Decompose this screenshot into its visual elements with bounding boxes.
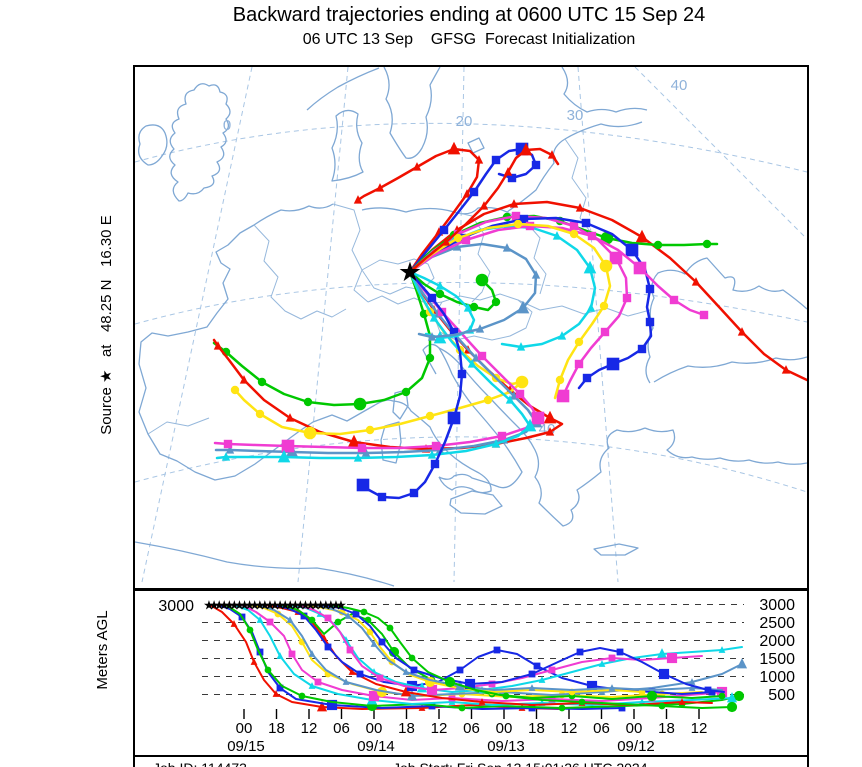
- svg-text:12: 12: [301, 720, 318, 737]
- svg-text:★: ★: [239, 598, 251, 613]
- svg-text:1000: 1000: [759, 669, 795, 686]
- svg-text:09/14: 09/14: [357, 738, 395, 755]
- time-axis: 00 18 12 06 00 18 12 06 00 18 12 06 00 18 12 09/15 09/14…: [227, 714, 708, 755]
- svg-text:★: ★: [335, 598, 347, 613]
- svg-text:00: 00: [236, 720, 253, 737]
- svg-text:1500: 1500: [759, 651, 795, 668]
- svg-text:00: 00: [626, 720, 643, 737]
- time-axis-panel: 00 18 12 06 00 18 12 06 00 18 12 06 00 18 12 09/15 09/14…: [133, 714, 809, 755]
- svg-text:★: ★: [223, 598, 235, 613]
- job-start-text: Job Start: Fri Sep 13 15:01:26 UTC 2024: [393, 760, 647, 767]
- svg-text:★: ★: [264, 598, 276, 613]
- svg-text:★: ★: [244, 598, 256, 613]
- svg-text:06: 06: [593, 720, 610, 737]
- svg-text:00: 00: [496, 720, 513, 737]
- svg-text:★: ★: [315, 598, 327, 613]
- svg-text:★: ★: [295, 598, 307, 613]
- svg-text:09/12: 09/12: [617, 738, 655, 755]
- height-profile-panel: ★ ★ ★ ★ ★ ★ ★ ★ ★ ★ ★ ★ ★ ★ ★ ★ ★ ★ ★ ★ ★ ★ ★ ★ ★ ★ ★ 3000 3000 2500 2…: [133, 589, 809, 716]
- svg-text:20: 20: [456, 113, 473, 130]
- svg-text:09/15: 09/15: [227, 738, 265, 755]
- svg-text:★: ★: [269, 598, 281, 613]
- svg-text:★: ★: [203, 598, 215, 613]
- svg-text:★: ★: [213, 598, 225, 613]
- svg-text:★: ★: [218, 598, 230, 613]
- plot-subtitle: 06 UTC 13 Sep GFSG Forecast Initializati…: [302, 31, 636, 48]
- svg-text:★: ★: [229, 598, 241, 613]
- height-profile-chart: ★★★★★★★★★★★★★★★★★★★★★★★★★★★3000 300025002…: [158, 597, 795, 714]
- svg-text:12: 12: [561, 720, 578, 737]
- job-id-text: Job ID: 114473: [153, 760, 247, 767]
- svg-text:★: ★: [284, 598, 296, 613]
- svg-text:★: ★: [398, 257, 422, 287]
- svg-text:★: ★: [254, 598, 266, 613]
- profile-side-label: Meters AGL: [94, 610, 111, 690]
- svg-text:18: 18: [398, 720, 415, 737]
- svg-text:06: 06: [333, 720, 350, 737]
- svg-text:06: 06: [463, 720, 480, 737]
- svg-text:12: 12: [691, 720, 708, 737]
- map-side-label: Source ★ at 48.25 N 16.30 E: [98, 215, 115, 435]
- svg-text:18: 18: [268, 720, 285, 737]
- svg-text:18: 18: [528, 720, 545, 737]
- svg-text:40: 40: [671, 77, 688, 94]
- trajectory-map-panel: 0 20 30 40 40 ★: [133, 65, 809, 590]
- footer-panel: Job ID: 114473 Job Start: Fri Sep 13 15:…: [133, 755, 809, 767]
- svg-text:3000: 3000: [759, 597, 795, 614]
- svg-text:★: ★: [320, 598, 332, 613]
- svg-text:★: ★: [300, 598, 312, 613]
- svg-text:2500: 2500: [759, 615, 795, 632]
- svg-text:30: 30: [567, 107, 584, 124]
- svg-text:★: ★: [259, 598, 271, 613]
- svg-text:★: ★: [325, 598, 337, 613]
- svg-text:★: ★: [330, 598, 342, 613]
- svg-text:12: 12: [431, 720, 448, 737]
- svg-text:2000: 2000: [759, 633, 795, 650]
- svg-text:00: 00: [366, 720, 383, 737]
- svg-text:★: ★: [310, 598, 322, 613]
- svg-text:18: 18: [658, 720, 675, 737]
- svg-text:★: ★: [274, 598, 286, 613]
- svg-text:500: 500: [768, 687, 795, 704]
- svg-text:0: 0: [223, 117, 231, 134]
- svg-text:★: ★: [305, 598, 317, 613]
- svg-text:★: ★: [289, 598, 301, 613]
- svg-text:★: ★: [279, 598, 291, 613]
- plot-title: Backward trajectories ending at 0600 UTC…: [232, 4, 706, 26]
- svg-text:09/13: 09/13: [487, 738, 525, 755]
- svg-text:3000: 3000: [158, 598, 194, 615]
- svg-text:★: ★: [234, 598, 246, 613]
- svg-text:★: ★: [208, 598, 220, 613]
- svg-text:★: ★: [249, 598, 261, 613]
